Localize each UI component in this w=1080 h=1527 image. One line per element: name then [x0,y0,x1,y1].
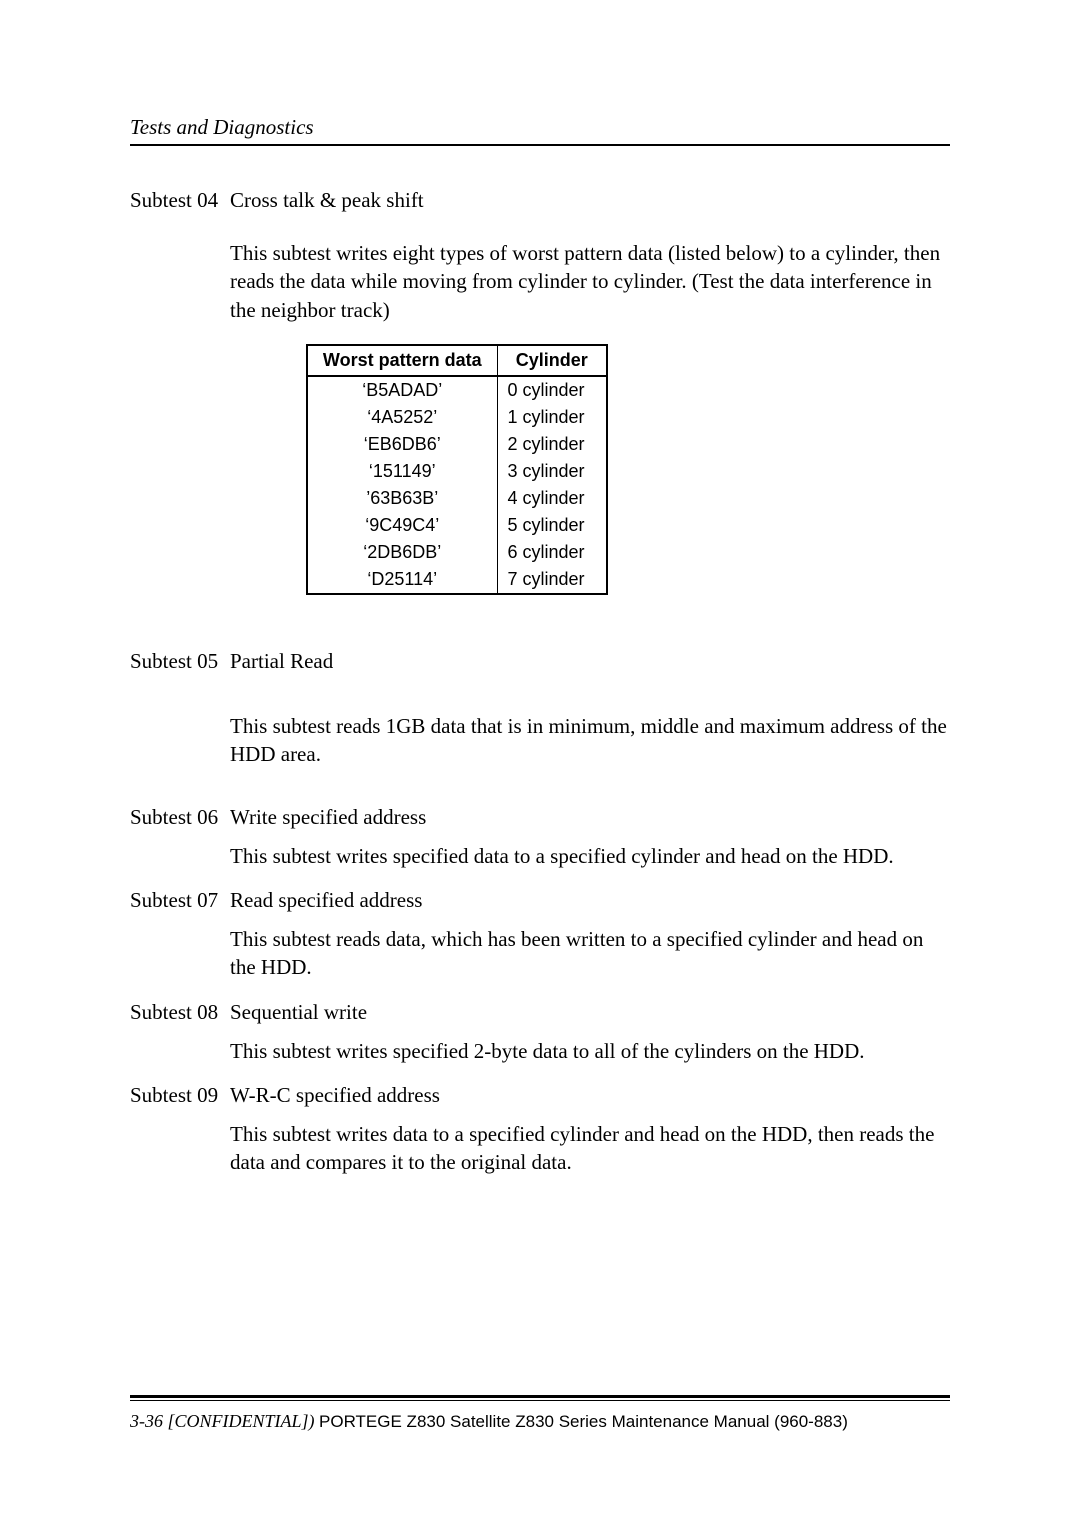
subtest-title: Read specified address [230,888,950,913]
cell-pattern: ‘B5ADAD’ [307,376,497,404]
subtest-label: Subtest 04 [130,188,230,625]
subtest-description: This subtest writes eight types of worst… [230,239,950,324]
footer-rest: PORTEGE Z830 Satellite Z830 Series Maint… [319,1412,848,1431]
cell-pattern: ‘151149’ [307,458,497,485]
subtest-05: Subtest 05 Partial Read This subtest rea… [130,649,950,769]
cell-pattern: ‘9C49C4’ [307,512,497,539]
cell-pattern: ‘2DB6DB’ [307,539,497,566]
subtest-content: Cross talk & peak shift This subtest wri… [230,188,950,625]
subtest-09: Subtest 09 W-R-C specified address This … [130,1083,950,1177]
cell-pattern: ‘4A5252’ [307,404,497,431]
subtest-content: W-R-C specified address This subtest wri… [230,1083,950,1177]
page-header: Tests and Diagnostics [130,115,950,146]
page-footer: 3-36 [CONFIDENTIAL]) PORTEGE Z830 Satell… [130,1395,950,1432]
section-title: Tests and Diagnostics [130,115,950,140]
subtest-07: Subtest 07 Read specified address This s… [130,888,950,982]
col-header-pattern: Worst pattern data [307,345,497,376]
pattern-table: Worst pattern data Cylinder ‘B5ADAD’ 0 c… [306,344,608,595]
table-row: ‘EB6DB6’ 2 cylinder [307,431,607,458]
footer-rule-thin [130,1400,950,1401]
subtest-08: Subtest 08 Sequential write This subtest… [130,1000,950,1065]
table-header-row: Worst pattern data Cylinder [307,345,607,376]
table-row: ‘2DB6DB’ 6 cylinder [307,539,607,566]
cell-cylinder: 3 cylinder [497,458,607,485]
subtest-title: Sequential write [230,1000,950,1025]
subtest-title: W-R-C specified address [230,1083,950,1108]
subtest-title: Partial Read [230,649,950,674]
cell-cylinder: 4 cylinder [497,485,607,512]
cell-cylinder: 0 cylinder [497,376,607,404]
cell-pattern: ’63B63B’ [307,485,497,512]
pattern-table-wrap: Worst pattern data Cylinder ‘B5ADAD’ 0 c… [230,344,950,595]
subtest-content: Read specified address This subtest read… [230,888,950,982]
col-header-cylinder: Cylinder [497,345,607,376]
footer-text: 3-36 [CONFIDENTIAL]) PORTEGE Z830 Satell… [130,1411,950,1432]
table-row: ‘B5ADAD’ 0 cylinder [307,376,607,404]
subtest-content: Partial Read This subtest reads 1GB data… [230,649,950,769]
subtest-description: This subtest writes specified 2-byte dat… [230,1037,950,1065]
subtest-label: Subtest 05 [130,649,230,769]
subtest-content: Sequential write This subtest writes spe… [230,1000,950,1065]
subtest-label: Subtest 09 [130,1083,230,1177]
cell-cylinder: 7 cylinder [497,566,607,594]
table-row: ’63B63B’ 4 cylinder [307,485,607,512]
subtest-description: This subtest reads data, which has been … [230,925,950,982]
subtest-06: Subtest 06 Write specified address This … [130,805,950,870]
table-row: ‘9C49C4’ 5 cylinder [307,512,607,539]
subtest-title: Cross talk & peak shift [230,188,950,213]
subtest-label: Subtest 07 [130,888,230,982]
subtest-label: Subtest 06 [130,805,230,870]
subtest-description: This subtest writes specified data to a … [230,842,950,870]
subtest-title: Write specified address [230,805,950,830]
cell-cylinder: 1 cylinder [497,404,607,431]
table-row: ‘4A5252’ 1 cylinder [307,404,607,431]
cell-cylinder: 5 cylinder [497,512,607,539]
table-row: ‘151149’ 3 cylinder [307,458,607,485]
subtest-content: Write specified address This subtest wri… [230,805,950,870]
cell-cylinder: 2 cylinder [497,431,607,458]
cell-pattern: ‘EB6DB6’ [307,431,497,458]
table-row: ‘D25114’ 7 cylinder [307,566,607,594]
subtest-04: Subtest 04 Cross talk & peak shift This … [130,188,950,625]
footer-rule-thick [130,1395,950,1398]
cell-pattern: ‘D25114’ [307,566,497,594]
cell-cylinder: 6 cylinder [497,539,607,566]
footer-prefix: 3-36 [CONFIDENTIAL]) [130,1411,319,1431]
subtest-description: This subtest writes data to a specified … [230,1120,950,1177]
subtest-description: This subtest reads 1GB data that is in m… [230,712,950,769]
subtest-label: Subtest 08 [130,1000,230,1065]
